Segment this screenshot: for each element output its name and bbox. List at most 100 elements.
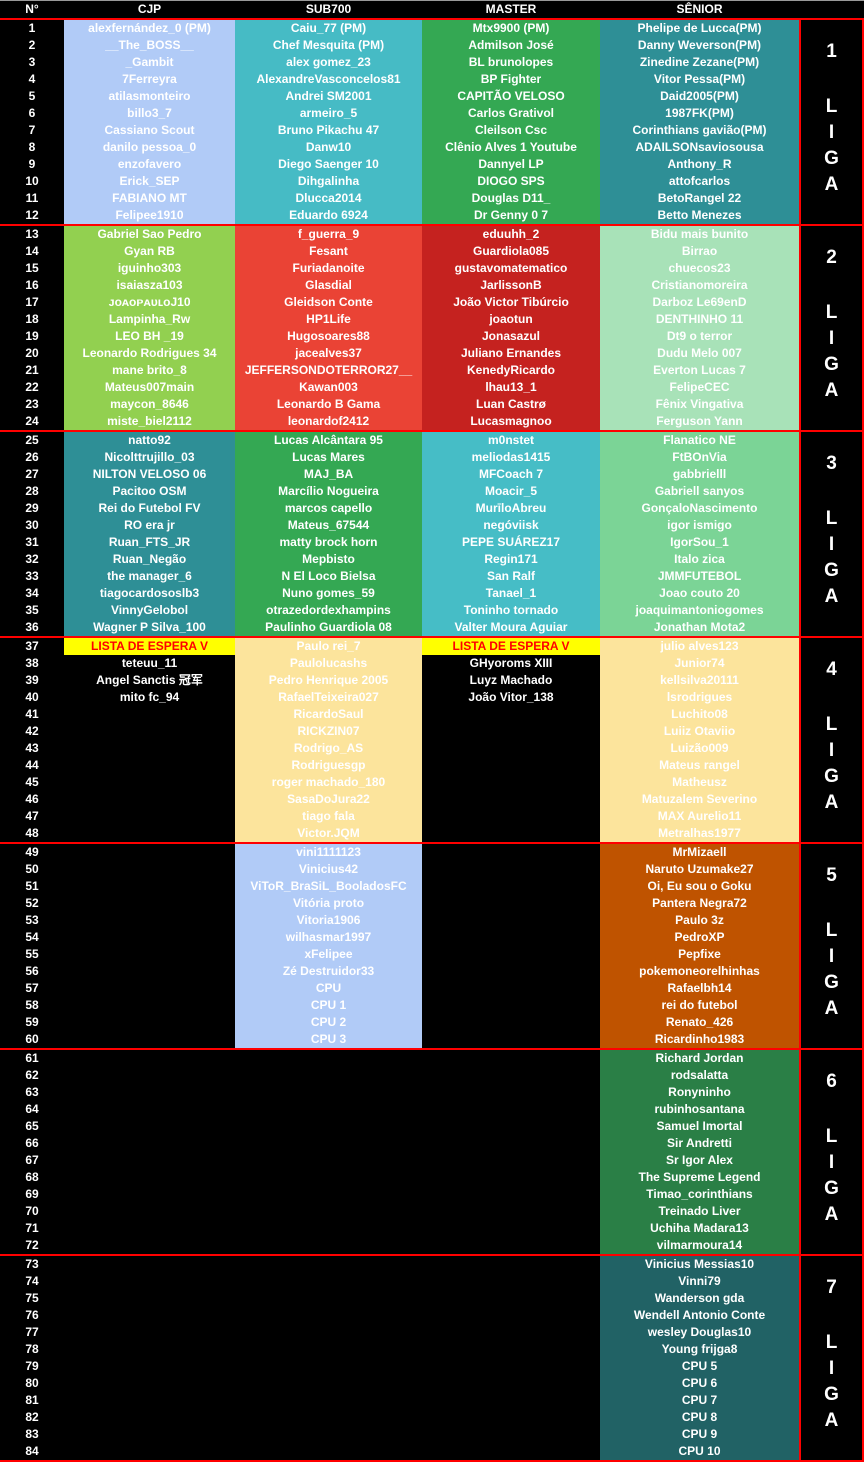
row-number: 25	[25, 433, 39, 447]
sub700-column: f_guerra_9 Fesant Furiadanoite Glasdial Glei…	[235, 226, 422, 430]
player-cell: Flanatico NE	[663, 433, 736, 447]
player-cell: Timao_corinthians	[646, 1187, 753, 1201]
number-column: 73 74 75 76 77 78 79 80 81 82 83 84	[0, 1256, 64, 1460]
row-number: 60	[25, 1032, 39, 1046]
player-cell: Joao couto 20	[659, 586, 740, 600]
player-cell: armeiro_5	[299, 106, 358, 120]
row-number: 6	[28, 106, 36, 120]
player-cell: LEO BH _19	[115, 329, 184, 343]
master-column	[422, 1050, 600, 1254]
row-number: 68	[25, 1170, 39, 1184]
player-cell: kellsilva20111	[660, 673, 739, 687]
player-cell: xFelipee	[304, 947, 353, 961]
player-cell	[64, 895, 235, 912]
player-cell: JEFFERSONDOTERROR27__	[244, 363, 413, 377]
player-cell	[422, 1443, 600, 1460]
player-cell: Jonathan Mota2	[653, 620, 746, 634]
senior-column: Bidu mais bunito Birrao chuecos23 Cristiano…	[600, 226, 799, 430]
row-number: 42	[25, 724, 39, 738]
header-sub700: SUB700	[305, 2, 352, 16]
player-cell	[64, 1031, 235, 1048]
player-cell	[235, 1324, 422, 1341]
senior-column: MrMizaell Naruto Uzumake27 Oi, Eu sou o Go…	[600, 844, 799, 1048]
player-cell: Nuno gomes_59	[282, 586, 375, 600]
player-cell	[422, 878, 600, 895]
player-cell: Erick_SEP	[119, 174, 180, 188]
player-cell: danilo pessoa_0	[102, 140, 197, 154]
player-cell: Cristianomoreira	[651, 278, 748, 292]
player-cell	[235, 1290, 422, 1307]
player-cell: Gabriell sanyos	[654, 484, 745, 498]
player-cell: Paulo 3z	[675, 913, 724, 927]
player-cell: Vinicius Messias10	[644, 1257, 755, 1271]
player-cell: Paulo rei_7	[296, 639, 361, 653]
player-cell: Luyz Machado	[469, 673, 553, 687]
player-cell: m0nstet	[487, 433, 534, 447]
player-cell	[422, 774, 600, 791]
row-number: 18	[25, 312, 39, 326]
player-cell	[422, 861, 600, 878]
player-cell: Ronyninho	[668, 1085, 731, 1099]
player-cell	[422, 946, 600, 963]
player-cell: Caiu_77 (PM)	[290, 21, 367, 35]
player-cell: maycon_8646	[110, 397, 189, 411]
row-number: 24	[25, 414, 39, 428]
player-cell: RicardoSaul	[293, 707, 364, 721]
league-number: 6	[826, 1071, 837, 1092]
player-cell	[235, 1341, 422, 1358]
player-cell: Luizão009	[670, 741, 729, 755]
player-cell: Phelipe de Lucca(PM)	[637, 21, 762, 35]
player-cell: Sir Andretti	[667, 1136, 732, 1150]
waitlist-label: LISTA DE ESPERA V	[422, 638, 600, 655]
player-cell	[422, 1409, 600, 1426]
player-cell	[422, 844, 600, 861]
row-number: 23	[25, 397, 39, 411]
player-cell: PedroXP	[674, 930, 725, 944]
row-number: 73	[25, 1257, 39, 1271]
player-cell	[64, 706, 235, 723]
player-cell: Mtx9900 (PM)	[472, 21, 550, 35]
player-cell	[422, 808, 600, 825]
player-cell: Fesant	[309, 244, 348, 258]
player-cell	[235, 1203, 422, 1220]
player-cell: San Ralf	[486, 569, 535, 583]
player-cell: Renato_426	[665, 1015, 734, 1029]
row-number: 61	[25, 1051, 39, 1065]
player-cell: Glasdial	[305, 278, 352, 292]
player-cell: the manager_6	[107, 569, 192, 583]
player-cell: CPU 3	[310, 1032, 347, 1046]
player-cell: BetoRangel 22	[657, 191, 742, 205]
player-cell	[64, 723, 235, 740]
player-cell: meliodas1415	[471, 450, 551, 464]
player-cell: Admilson José	[468, 38, 554, 52]
league-word-letter: A	[824, 998, 839, 1019]
player-cell	[422, 1324, 600, 1341]
player-cell: rodsalatta	[670, 1068, 729, 1082]
player-cell	[235, 1426, 422, 1443]
player-cell: CPU 5	[681, 1359, 718, 1373]
player-cell: Luchito08	[671, 707, 728, 721]
player-cell	[422, 1084, 600, 1101]
row-number: 41	[25, 707, 39, 721]
cjp-column: natto92 Nicolttrujillo_03 NILTON VELOSO 06…	[64, 432, 235, 636]
player-cell	[422, 1135, 600, 1152]
cjp-column	[64, 1256, 235, 1460]
header-liga	[799, 1, 864, 18]
player-cell: 1987FK(PM)	[665, 106, 734, 120]
league-word-letter: G	[824, 972, 839, 993]
player-cell: negóviisk	[483, 518, 539, 532]
player-cell: matty brock horn	[279, 535, 378, 549]
player-cell: Richard Jordan	[655, 1051, 744, 1065]
player-cell: GHyoroms XIII	[469, 656, 553, 670]
row-number: 54	[25, 930, 39, 944]
row-number: 26	[25, 450, 39, 464]
player-cell	[422, 963, 600, 980]
row-number: 3	[28, 55, 36, 69]
player-cell: Metralhas1977	[658, 826, 741, 840]
player-cell	[64, 808, 235, 825]
player-cell: Sr Igor Alex	[666, 1153, 733, 1167]
player-cell: Vinicius42	[298, 862, 359, 876]
player-cell	[422, 791, 600, 808]
player-cell	[64, 1237, 235, 1254]
